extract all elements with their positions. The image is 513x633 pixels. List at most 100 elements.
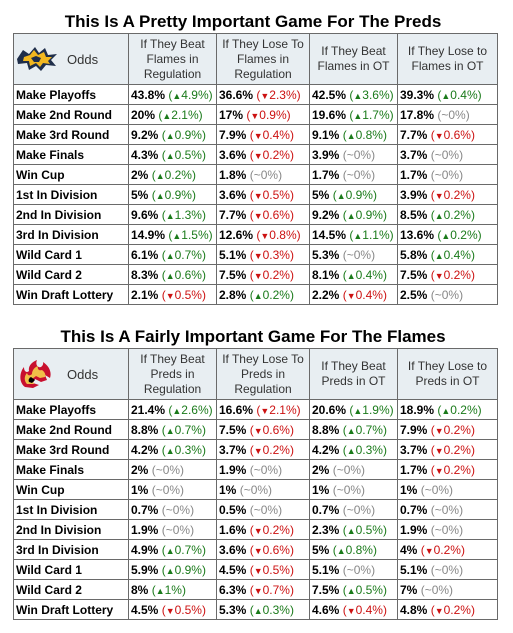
odds-cell: 14.5% (▲1.1%) [309,224,398,245]
odds-cell: 43.8% (▲4.9%) [128,84,217,105]
change-value: 2.3% [269,87,297,102]
odds-cell: 1.6% (▼0.2%) [216,519,310,540]
odds-value: 5.1% [219,247,247,262]
change-indicator: (▼0.4%) [342,602,387,617]
change-value: 0.2% [443,267,471,282]
odds-value: 7.9% [400,422,428,437]
odds-value: 1.7% [400,167,428,182]
up-arrow-icon: ▲ [155,585,165,596]
up-arrow-icon: ▲ [155,190,165,201]
odds-cell: 13.6% (▲0.2%) [397,224,498,245]
odds-table: Odds If They Beat Preds in Regulation If… [13,348,498,620]
change-value: ~0% [346,247,372,262]
change-indicator: (▼0.2%) [420,542,465,557]
odds-cell: 4.8% (▼0.2%) [397,599,498,620]
table-row: Win Draft Lottery 2.1% (▼0.5%) 2.8% (▲0.2%… [13,284,498,305]
odds-value: 8.8% [312,422,340,437]
change-indicator: (~0%) [249,167,283,182]
up-arrow-icon: ▲ [172,90,182,101]
change-value: 0.5% [174,287,202,302]
odds-cell: 3.9% (~0%) [309,144,398,165]
change-indicator: (▼0.5%) [249,562,294,577]
up-arrow-icon: ▲ [253,290,263,301]
table-row: Make Finals 4.3% (▲0.5%) 3.6% (▼0.2%) 3.9% … [13,144,498,165]
odds-cell: 5.1% (~0%) [397,559,498,580]
change-indicator: (▼0.5%) [249,187,294,202]
odds-cell: 5% (▲0.8%) [309,539,398,560]
odds-value: 2.3% [312,522,340,537]
odds-cell: 42.5% (▲3.6%) [309,84,398,105]
odds-value: 3.9% [400,187,428,202]
change-value: 0.6% [262,207,290,222]
change-value: 0.9% [355,207,383,222]
change-indicator: (▲0.8%) [342,127,387,142]
change-indicator: (~0%) [249,462,283,477]
odds-value: 1.9% [131,522,159,537]
change-indicator: (~0%) [430,502,464,517]
odds-value: 4.2% [131,442,159,457]
odds-value: 1% [400,482,418,497]
odds-cell: 8.3% (▲0.6%) [128,264,217,285]
row-label: Make 3rd Round [13,439,129,460]
odds-cell: 7.9% (▼0.2%) [397,419,498,440]
up-arrow-icon: ▲ [346,525,356,536]
change-indicator: (▲0.5%) [342,582,387,597]
row-label: Make Playoffs [13,399,129,420]
odds-cell: 1% (~0%) [309,479,398,500]
change-value: 2.1% [171,107,199,122]
change-value: ~0% [434,167,460,182]
up-arrow-icon: ▲ [353,110,363,121]
column-header: If They Lose To Flames in Regulation [216,33,310,85]
change-value: 0.4% [450,87,478,102]
up-arrow-icon: ▲ [346,445,356,456]
up-arrow-icon: ▲ [172,405,182,416]
change-value: ~0% [243,482,269,497]
section-title: This Is A Fairly Important Game For The … [60,327,446,346]
odds-value: 13.6% [400,227,435,242]
change-value: ~0% [434,562,460,577]
odds-value: 14.9% [131,227,166,242]
odds-value: 1.9% [400,522,428,537]
table-row: 3rd In Division 14.9% (▲1.5%) 12.6% (▼0.8%… [13,224,498,245]
odds-value: 1.7% [400,462,428,477]
odds-cell: 5.8% (▲0.4%) [397,244,498,265]
odds-cell: 3.9% (▼0.2%) [397,184,498,205]
change-indicator: (▼0.2%) [430,267,475,282]
odds-value: 3.6% [219,542,247,557]
row-label: Make Finals [13,459,129,480]
odds-value: 1.9% [219,462,247,477]
odds-cell: 4.9% (▲0.7%) [128,539,217,560]
odds-cell: 1.7% (~0%) [309,164,398,185]
change-value: 3.6% [362,87,390,102]
table-row: 2nd In Division 1.9% (~0%) 1.6% (▼0.2%) 2.3… [13,519,498,540]
change-value: 0.6% [262,422,290,437]
change-indicator: (▼0.4%) [249,127,294,142]
change-value: ~0% [434,522,460,537]
column-header: If They Lose To Preds in Regulation [216,348,310,400]
change-value: ~0% [434,147,460,162]
change-value: 0.4% [355,267,383,282]
odds-value: 7.5% [312,582,340,597]
change-value: 1.5% [181,227,209,242]
odds-cell: 6.3% (▼0.7%) [216,579,310,600]
change-indicator: (▲1.7%) [349,107,394,122]
odds-value: 36.6% [219,87,254,102]
odds-cell: 9.1% (▲0.8%) [309,124,398,145]
down-arrow-icon: ▼ [165,605,175,616]
change-value: 0.9% [174,562,202,577]
change-indicator: (▲0.2%) [437,227,482,242]
down-arrow-icon: ▼ [253,130,263,141]
change-value: 1.9% [362,402,390,417]
up-arrow-icon: ▲ [353,405,363,416]
change-indicator: (▲0.9%) [332,187,377,202]
odds-cell: 7.5% (▼0.6%) [216,419,310,440]
up-arrow-icon: ▲ [441,405,451,416]
change-value: 0.7% [262,582,290,597]
change-indicator: (~0%) [161,502,195,517]
flames-logo-icon [20,360,51,388]
change-indicator: (▼0.2%) [249,442,294,457]
odds-value: 5.8% [400,247,428,262]
odds-label: Odds [67,366,99,382]
up-arrow-icon: ▲ [346,585,356,596]
change-indicator: (~0%) [332,482,366,497]
